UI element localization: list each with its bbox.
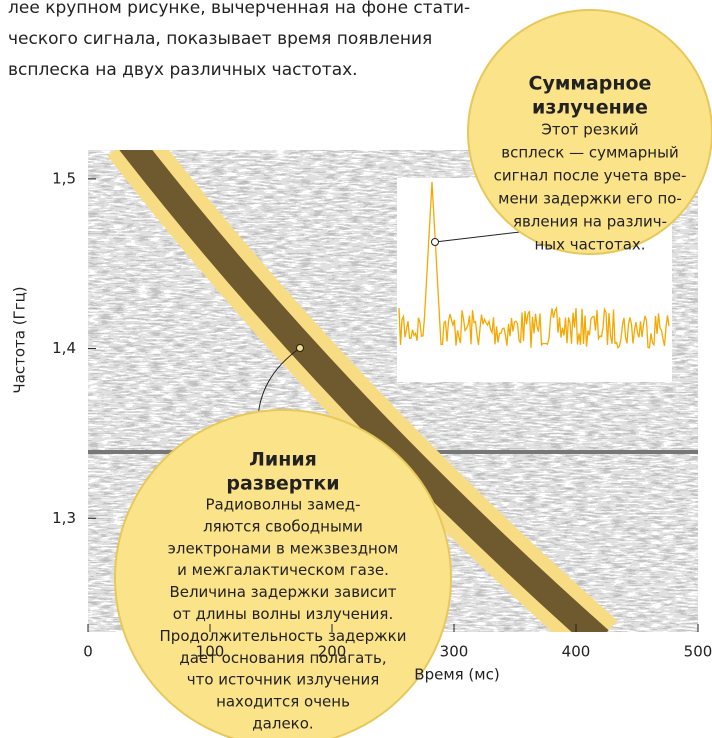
intro-line: ческого сигнала, показывает время появле… bbox=[8, 29, 432, 49]
callout-text: ных частотах. bbox=[534, 236, 645, 254]
callout-text: и межгалактическом газе. bbox=[177, 561, 389, 579]
callout-text: дает основания полагать, bbox=[179, 649, 386, 667]
callout-title: Линия bbox=[249, 449, 317, 471]
marker bbox=[432, 239, 439, 246]
infographic: лее крупном рисунке, вычерченная на фоне… bbox=[0, 0, 712, 738]
y-tick-label: 1,5 bbox=[52, 169, 76, 187]
callout-text: ляются свободными bbox=[203, 517, 363, 535]
intro-line: лее крупном рисунке, вычерченная на фоне… bbox=[8, 0, 470, 18]
callout-title: излучение bbox=[532, 97, 648, 119]
callout-text: Продолжительность задержки bbox=[160, 627, 407, 645]
y-axis-label: Частота (Ггц) bbox=[11, 286, 29, 393]
callout-text: Величина задержки зависит bbox=[169, 583, 396, 601]
y-tick-label: 1,3 bbox=[52, 509, 76, 527]
callout-text: находится очень bbox=[216, 693, 350, 711]
x-axis-label: Время (мс) bbox=[414, 666, 499, 684]
y-tick-label: 1,4 bbox=[52, 339, 76, 357]
intro-line: всплеска на двух различных частотах. bbox=[8, 60, 358, 80]
callout-text: Радиоволны замед- bbox=[205, 496, 360, 514]
callout-text: электронами в межзвездном bbox=[168, 539, 399, 557]
x-tick-label: 300 bbox=[440, 643, 469, 661]
x-tick-label: 500 bbox=[684, 643, 712, 661]
callout-text: сигнал после учета вре- bbox=[494, 167, 687, 185]
x-tick-label: 400 bbox=[562, 643, 591, 661]
callout-text: от длины волны излучения. bbox=[173, 605, 393, 623]
callout-text: далеко. bbox=[252, 715, 313, 733]
callout-text: всплеск — суммарный bbox=[501, 144, 678, 162]
callout-text: Этот резкий bbox=[541, 121, 638, 139]
callout-text: мени задержки его по- bbox=[498, 190, 682, 208]
marker bbox=[297, 345, 304, 352]
callout-text: явления на различ- bbox=[513, 213, 667, 231]
callout-text: что источник излучения bbox=[187, 671, 380, 689]
x-tick-label: 0 bbox=[83, 643, 93, 661]
callout-title: развертки bbox=[226, 473, 339, 495]
callout-title: Суммарное bbox=[529, 73, 652, 95]
